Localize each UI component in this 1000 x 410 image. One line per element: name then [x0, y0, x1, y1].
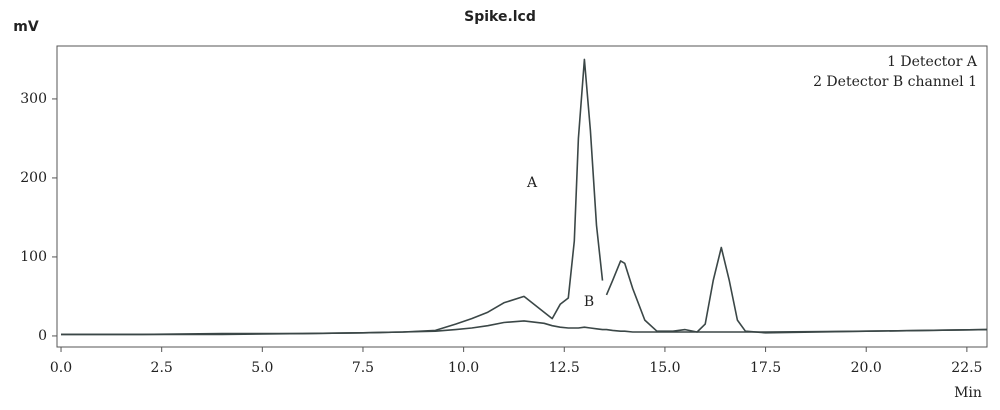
- x-tick-label: 20.0: [851, 360, 882, 376]
- series-line: [61, 320, 988, 336]
- x-tick-label: 17.5: [750, 360, 781, 376]
- legend-entry: 1 Detector A: [887, 54, 978, 70]
- x-tick-label: 2.5: [151, 360, 173, 376]
- x-tick-label: 22.5: [951, 360, 982, 376]
- annotation: A: [526, 175, 538, 191]
- y-tick-label: 0: [38, 328, 47, 344]
- x-axis-label: Min: [954, 385, 982, 401]
- x-tick-label: 0.0: [50, 360, 72, 376]
- plot-frame: [56, 45, 988, 348]
- y-tick-label: 200: [20, 170, 47, 186]
- x-tick-label: 5.0: [251, 360, 273, 376]
- y-axis-label: mV: [13, 19, 39, 35]
- x-tick-label: 10.0: [448, 360, 479, 376]
- x-tick-label: 15.0: [649, 360, 680, 376]
- x-tick-label: 12.5: [549, 360, 580, 376]
- legend-entry: 2 Detector B channel 1: [813, 74, 977, 90]
- annotation-bg: [484, 155, 570, 225]
- chart-title: Spike.lcd: [464, 9, 536, 25]
- y-tick-label: 100: [20, 249, 47, 265]
- x-tick-label: 7.5: [352, 360, 374, 376]
- annotation: B: [584, 294, 594, 310]
- y-tick-label: 300: [20, 91, 47, 107]
